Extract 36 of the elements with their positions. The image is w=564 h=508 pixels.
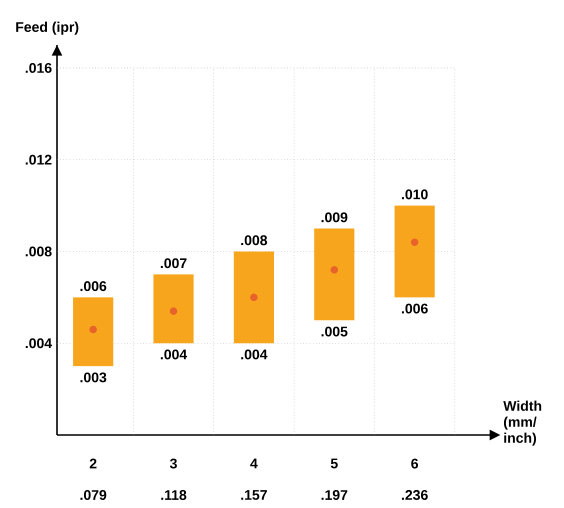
x-tick-label: 4 bbox=[250, 458, 258, 468]
text: .157 bbox=[241, 490, 267, 500]
y-tick-label: .016 bbox=[26, 62, 52, 73]
annotation: .008 bbox=[241, 235, 268, 246]
y-tick-label: .008 bbox=[26, 246, 52, 256]
text: .236 bbox=[402, 490, 428, 500]
bar bbox=[314, 228, 354, 320]
y-tick-label: .004 bbox=[26, 338, 52, 348]
point bbox=[89, 326, 97, 334]
point bbox=[330, 266, 338, 274]
text: .118 bbox=[161, 490, 186, 500]
point bbox=[170, 307, 178, 315]
annotation: .007 bbox=[160, 258, 187, 268]
bar bbox=[234, 251, 274, 344]
annotation: .004 bbox=[241, 350, 268, 360]
text: .079 bbox=[80, 490, 106, 500]
point bbox=[250, 294, 258, 302]
bar bbox=[153, 274, 194, 344]
x-tick-label: 3 bbox=[170, 458, 177, 469]
annotation: .003 bbox=[80, 372, 106, 382]
annotation: .010 bbox=[402, 189, 428, 200]
y-tick-label: .012 bbox=[26, 154, 52, 165]
x-axis-title: Width (mm/ inch) bbox=[503, 400, 542, 446]
annotation: .005 bbox=[322, 326, 348, 336]
x-tick-label: 2 bbox=[90, 458, 96, 468]
point bbox=[410, 238, 418, 246]
bar bbox=[394, 206, 435, 298]
y-axis-title: Feed (ipr) bbox=[16, 22, 78, 35]
annotation: .004 bbox=[160, 350, 188, 360]
annotation: .009 bbox=[322, 212, 348, 222]
text: .197 bbox=[322, 490, 348, 500]
x-tick-label: 5 bbox=[330, 458, 338, 468]
annotation: .006 bbox=[80, 281, 106, 292]
annotation: .006 bbox=[402, 304, 428, 314]
bar bbox=[73, 297, 114, 366]
x-tick-label: 6 bbox=[411, 458, 418, 469]
